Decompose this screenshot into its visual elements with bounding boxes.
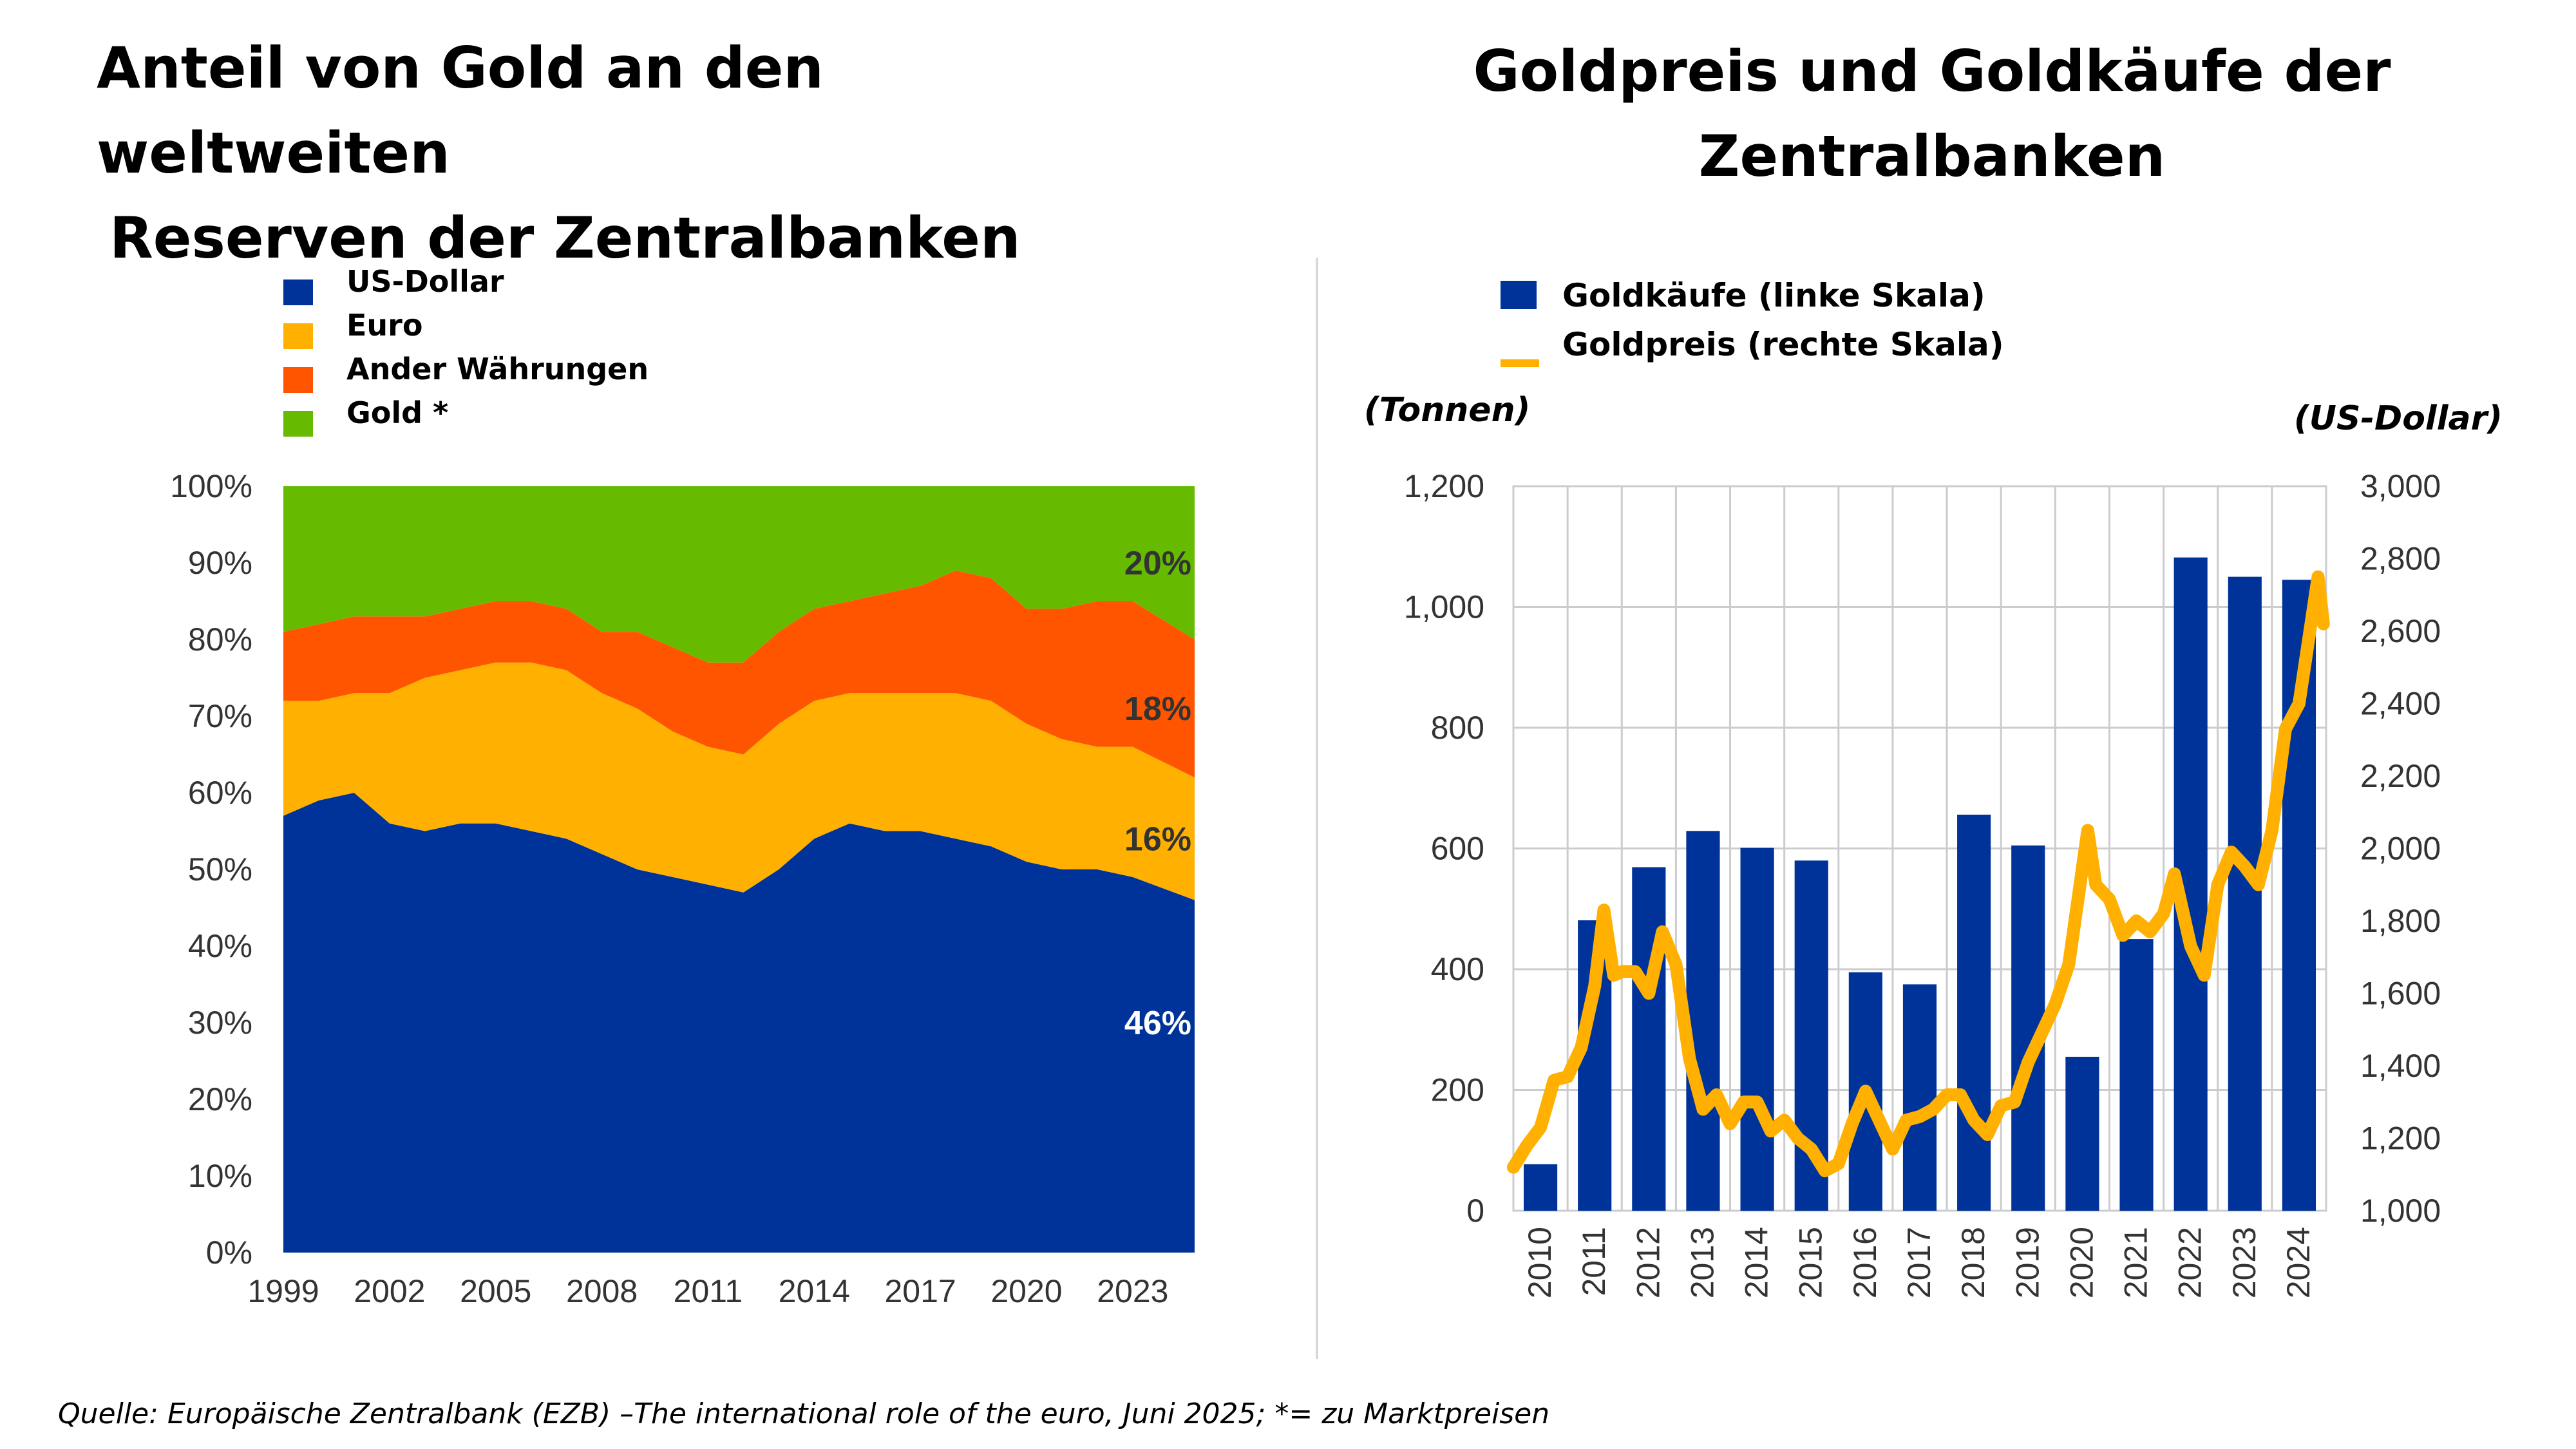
right-left-y-tick-label: 200 — [1431, 1072, 1484, 1108]
right-left-y-tick-label: 600 — [1431, 831, 1484, 867]
bar-2017 — [1902, 984, 1937, 1211]
legend-label-gold: Gold * — [346, 395, 449, 430]
right-x-tick-label: 2016 — [1847, 1227, 1883, 1298]
right-x-tick-label: 2022 — [2172, 1227, 2208, 1298]
left-chart-title: Anteil von Gold an den weltweiten Reserv… — [97, 26, 1191, 281]
left-y-tick-label: 30% — [188, 1005, 252, 1041]
right-axis-unit: (US-Dollar) — [2294, 399, 2503, 438]
right-x-tick-label: 2010 — [1522, 1227, 1558, 1298]
bar-2021 — [2119, 939, 2154, 1211]
right-left-y-tick-label: 400 — [1431, 951, 1484, 987]
legend-swatch-gold — [283, 411, 313, 437]
legend-label-other-currencies: Ander Währungen — [346, 352, 649, 386]
right-chart-title: Goldpreis und Goldkäufe der Zentralbanke… — [1352, 29, 2512, 199]
right-x-tick-label: 2018 — [1955, 1227, 1991, 1298]
left-x-tick-label: 2023 — [1097, 1273, 1168, 1309]
left-x-tick-label: 2002 — [354, 1273, 425, 1309]
right-y2-tick-label: 2,400 — [2360, 686, 2441, 722]
legend-label-euro: Euro — [346, 308, 423, 343]
right-title-line-1: Goldpreis und Goldkäufe der — [1473, 38, 2391, 104]
bar-2018 — [1957, 815, 1991, 1211]
bar-2012 — [1632, 867, 1666, 1211]
data-label-us-dollar: 46% — [1124, 1005, 1191, 1042]
data-label-ander-w-hrungen: 18% — [1124, 690, 1191, 728]
right-title-line-2: Zentralbanken — [1698, 123, 2166, 189]
left-y-tick-label: 70% — [188, 698, 252, 734]
area-ander-w-hrungen — [283, 570, 1195, 778]
bar-2020 — [2065, 1056, 2099, 1211]
left-x-tick-label: 2005 — [460, 1273, 531, 1309]
bar-2013 — [1686, 831, 1720, 1211]
legend-swatch-euro — [283, 323, 313, 349]
left-title-line-1: Anteil von Gold an den weltweiten — [97, 35, 824, 186]
right-y2-tick-label: 1,800 — [2360, 903, 2441, 939]
right-x-tick-label: 2017 — [1901, 1227, 1937, 1298]
right-y2-tick-label: 2,000 — [2360, 831, 2441, 867]
right-x-tick-label: 2019 — [2009, 1227, 2045, 1298]
left-y-tick-label: 90% — [188, 545, 252, 581]
legend-label-gold-purchases: Goldkäufe (linke Skala) — [1562, 277, 1985, 314]
legend-swatch-other-currencies — [283, 367, 313, 393]
left-x-tick-label: 2008 — [566, 1273, 638, 1309]
left-y-tick-label: 100% — [170, 468, 252, 504]
bar-2023 — [2228, 576, 2262, 1211]
left-x-tick-label: 1999 — [247, 1273, 319, 1309]
right-left-y-tick-label: 0 — [1466, 1193, 1484, 1229]
legend-swatch-gold-price — [1501, 359, 1539, 367]
left-x-tick-label: 2014 — [779, 1273, 850, 1309]
legend-swatch-gold-purchases — [1501, 281, 1537, 309]
legend-swatch-us-dollar — [283, 279, 313, 305]
left-title-line-2: Reserven der Zentralbanken — [109, 205, 1021, 271]
right-left-y-tick-label: 1,200 — [1404, 468, 1484, 504]
left-y-tick-label: 50% — [188, 851, 252, 887]
left-y-tick-label: 60% — [188, 775, 252, 811]
left-y-tick-label: 20% — [188, 1081, 252, 1117]
data-label-gold: 20% — [1124, 545, 1191, 582]
right-x-tick-label: 2015 — [1793, 1227, 1829, 1298]
right-y2-tick-label: 1,200 — [2360, 1121, 2441, 1157]
left-x-tick-label: 2011 — [674, 1273, 743, 1309]
right-y2-tick-label: 2,600 — [2360, 613, 2441, 649]
right-y2-tick-label: 1,600 — [2360, 976, 2441, 1012]
right-x-tick-label: 2011 — [1576, 1227, 1612, 1296]
left-y-tick-label: 0% — [206, 1235, 252, 1271]
right-y2-tick-label: 1,400 — [2360, 1048, 2441, 1084]
legend-label-us-dollar: US-Dollar — [346, 264, 504, 299]
right-x-tick-label: 2020 — [2063, 1227, 2099, 1298]
left-axis-unit: (Tonnen) — [1364, 391, 1531, 430]
right-y2-tick-label: 2,200 — [2360, 758, 2441, 794]
bar-2010 — [1523, 1164, 1558, 1211]
area-euro — [283, 662, 1195, 900]
area-us-dollar — [283, 793, 1195, 1253]
legend-label-gold-price: Goldpreis (rechte Skala) — [1562, 326, 2004, 363]
right-x-tick-label: 2024 — [2280, 1227, 2316, 1298]
right-y2-tick-label: 1,000 — [2360, 1193, 2441, 1229]
left-x-tick-label: 2017 — [885, 1273, 956, 1309]
right-y2-tick-label: 2,800 — [2360, 541, 2441, 577]
source-note: Quelle: Europäische Zentralbank (EZB) –T… — [58, 1397, 1550, 1430]
left-y-tick-label: 40% — [188, 928, 252, 964]
right-left-y-tick-label: 1,000 — [1404, 589, 1484, 625]
data-label-euro: 16% — [1124, 820, 1191, 858]
left-y-tick-label: 10% — [188, 1158, 252, 1194]
right-x-tick-label: 2014 — [1739, 1227, 1775, 1298]
right-left-y-tick-label: 800 — [1431, 710, 1484, 746]
right-x-tick-label: 2013 — [1684, 1227, 1720, 1298]
right-x-tick-label: 2021 — [2118, 1227, 2154, 1298]
bar-2014 — [1740, 848, 1774, 1211]
left-y-tick-label: 80% — [188, 621, 252, 658]
line-gold-price — [1507, 570, 2330, 1178]
right-y2-tick-label: 3,000 — [2360, 468, 2441, 504]
left-x-tick-label: 2020 — [990, 1273, 1062, 1309]
panel-divider — [1316, 258, 1318, 1359]
area-gold — [283, 486, 1195, 663]
right-x-tick-label: 2023 — [2226, 1227, 2262, 1298]
right-x-tick-label: 2012 — [1630, 1227, 1666, 1298]
